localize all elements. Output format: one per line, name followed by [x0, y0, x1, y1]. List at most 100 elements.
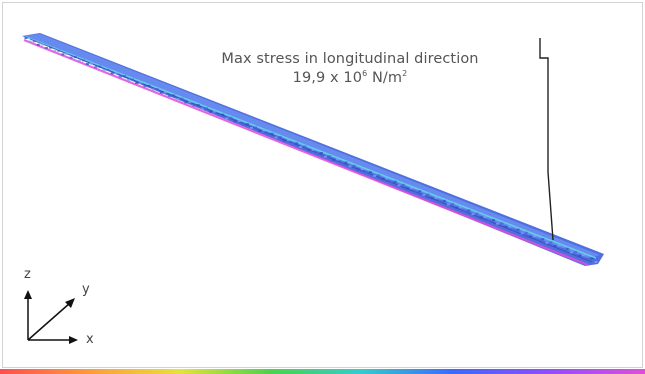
mesh-cell — [274, 136, 278, 139]
mesh-cell — [442, 199, 446, 202]
mesh-cell — [168, 94, 171, 97]
mesh-cell — [139, 81, 143, 84]
mesh-cell — [381, 177, 385, 180]
mesh-cell — [520, 232, 524, 235]
mesh-cell — [328, 155, 331, 158]
mesh-cell — [549, 241, 553, 244]
mesh-cell — [196, 104, 200, 107]
mesh-cell — [315, 152, 319, 155]
value-exponent: 6 — [362, 69, 368, 78]
mesh-cell — [278, 136, 282, 138]
annotation-title: Max stress in longitudinal direction — [221, 51, 479, 67]
mesh-cell — [487, 219, 491, 222]
viewport-panel — [2, 2, 643, 368]
beam-edge-cyan — [25, 36, 597, 259]
mesh-cell — [24, 37, 28, 39]
mesh-cell — [377, 174, 381, 177]
mesh-cell — [151, 88, 155, 91]
mesh-cell — [57, 49, 61, 52]
mesh-cell — [422, 193, 426, 196]
mesh-cell — [180, 97, 184, 100]
mesh-cell — [323, 155, 327, 158]
mesh-cell — [430, 197, 434, 200]
mesh-cell — [32, 40, 36, 43]
mesh-cell — [209, 110, 212, 113]
mesh-cell — [110, 72, 114, 75]
z-axis-label: z — [24, 267, 31, 282]
mesh-cell — [537, 238, 541, 241]
mesh-cell — [270, 132, 274, 135]
mesh-cell — [311, 148, 315, 151]
z-axis-arrowhead — [24, 290, 32, 299]
beam-edge-pink — [23, 38, 589, 267]
mesh-cell — [434, 196, 438, 199]
mesh-cell — [200, 107, 204, 110]
mesh-cell — [127, 78, 130, 81]
mesh-cell — [36, 43, 40, 46]
annotation-value: 19,9 x 106 N/m2 — [150, 69, 550, 88]
mesh-cell — [98, 65, 102, 68]
mesh-cell — [237, 120, 241, 123]
value-prefix: 19,9 x 10 — [292, 70, 363, 86]
mesh-cell — [303, 145, 307, 148]
mesh-cell — [53, 50, 57, 53]
mesh-cell — [397, 184, 401, 187]
mesh-cell — [405, 187, 409, 190]
mesh-cell — [102, 69, 106, 72]
mesh-cell — [184, 101, 188, 104]
mesh-cell — [590, 257, 594, 260]
mesh-cell — [463, 209, 467, 212]
mesh-cell — [332, 158, 336, 161]
mesh-cell — [307, 149, 311, 152]
mesh-cell — [135, 82, 139, 85]
mesh-cell — [241, 123, 245, 126]
mesh-cell — [504, 225, 508, 228]
mesh-cell — [565, 247, 569, 250]
mesh-cell — [553, 245, 557, 247]
mesh-cell — [574, 251, 577, 253]
mesh-cell — [118, 75, 122, 78]
mesh-cell — [250, 126, 253, 129]
mesh-cell — [471, 213, 475, 216]
mesh-cell — [500, 222, 504, 225]
mesh-cell — [492, 219, 495, 222]
mesh-cell — [348, 165, 352, 168]
mesh-cell — [258, 130, 262, 132]
x-axis-label: x — [86, 332, 94, 347]
mesh-cell — [528, 235, 532, 238]
mesh-cell — [286, 139, 290, 142]
mesh-cell — [188, 100, 192, 103]
mesh-cell — [496, 222, 500, 225]
mesh-cell — [389, 181, 393, 184]
y-axis-arrowhead — [65, 298, 75, 308]
mesh-cell — [266, 133, 270, 136]
mesh-cell — [114, 72, 118, 75]
mesh-cell — [106, 68, 110, 71]
mesh-cell — [340, 162, 344, 164]
mesh-cell — [45, 47, 48, 49]
mesh-cell — [262, 129, 266, 132]
mesh-cell — [561, 248, 565, 251]
mesh-cell — [319, 152, 323, 154]
y-axis-line — [27, 302, 71, 341]
mesh-cell — [295, 142, 299, 145]
mesh-cell — [131, 78, 135, 81]
mesh-cell — [479, 216, 483, 219]
mesh-cell — [373, 174, 377, 177]
mesh-cell — [557, 244, 561, 247]
mesh-cell — [40, 43, 44, 46]
mesh-cell — [401, 183, 405, 186]
mesh-cell — [586, 257, 590, 260]
mesh-cell — [291, 142, 294, 145]
mesh-cell — [418, 190, 422, 193]
mesh-cell — [28, 40, 32, 43]
mesh-cell — [299, 146, 303, 148]
mesh-cell — [245, 123, 249, 126]
mesh-cell — [122, 75, 126, 78]
mesh-cell — [213, 110, 217, 113]
mesh-cell — [217, 114, 221, 117]
mesh-cell — [61, 53, 65, 56]
mesh-cell — [159, 91, 163, 94]
mesh-cell — [176, 98, 180, 101]
